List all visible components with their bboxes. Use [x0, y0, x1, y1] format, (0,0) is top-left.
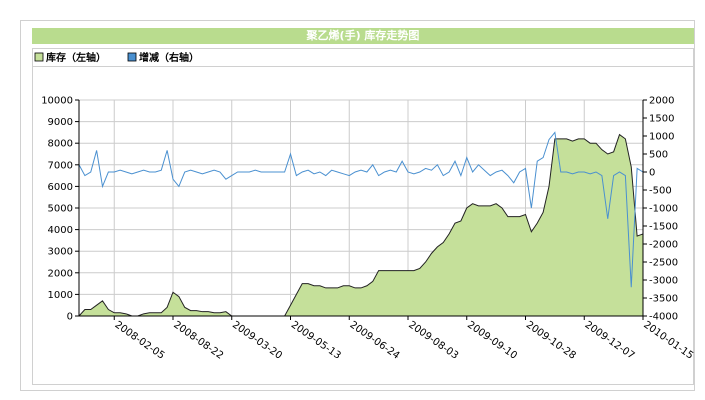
y2-tick-label: -4000: [649, 312, 678, 323]
title-bar: [32, 28, 694, 44]
y-tick-label: 9000: [48, 117, 73, 128]
legend-label: 库存（左轴）: [46, 51, 106, 64]
y2-tick-label: 1000: [649, 132, 674, 143]
y2-tick-label: -3500: [649, 294, 678, 305]
y-tick-label: 7000: [48, 160, 73, 171]
legend-swatch: [127, 52, 137, 62]
x-tick-label: 2009-09-10: [465, 319, 519, 361]
legend-swatch: [34, 52, 44, 62]
area: [79, 134, 643, 316]
area-outline: [78, 133, 644, 317]
y2-tick-label: 1500: [649, 114, 674, 125]
y2-tick-label: -2500: [649, 258, 678, 269]
y-tick-label: 5000: [48, 204, 73, 215]
x-tick-label: 2009-06-24: [348, 319, 402, 361]
y-tick-label: 2000: [48, 268, 73, 279]
y2-tick-label: -2000: [649, 240, 678, 251]
x-tick-label: 2009-05-13: [289, 319, 343, 361]
line: [78, 131, 644, 288]
y2-tick-label: -3000: [649, 276, 678, 287]
legend: 库存（左轴） 增减（右轴）: [34, 51, 199, 64]
y2-tick-label: -500: [649, 186, 672, 197]
y2-tick-label: 2000: [649, 96, 674, 107]
x-tick-label: 2009-08-03: [406, 319, 460, 361]
legend-label: 增减（右轴）: [139, 51, 199, 64]
y2-tick-label: -1000: [649, 204, 678, 215]
x-tick-label: 2009-12-07: [583, 319, 637, 361]
chart-title: 聚乙烯(手) 库存走势图: [306, 28, 420, 42]
y2-tick-label: 500: [649, 150, 668, 161]
x-tick-label: 2008-02-05: [113, 319, 167, 361]
x-tick-label: 2009-03-20: [230, 319, 284, 361]
y-tick-label: 3000: [48, 247, 73, 258]
y-tick-label: 8000: [48, 139, 73, 150]
x-tick-label: 2010-01-15: [641, 319, 695, 361]
outer-frame: [20, 20, 695, 391]
y-tick-label: 1000: [48, 290, 73, 301]
plot-frame: [32, 48, 694, 385]
x-tick-label: 2009-10-28: [524, 319, 578, 361]
y2-tick-label: 0: [649, 168, 655, 179]
x-tick-label: 2008-08-22: [171, 319, 225, 361]
y-tick-label: 0: [67, 312, 73, 323]
y-tick-label: 10000: [41, 96, 73, 107]
y2-tick-label: -1500: [649, 222, 678, 233]
y-tick-label: 6000: [48, 182, 73, 193]
y-tick-label: 4000: [48, 225, 73, 236]
